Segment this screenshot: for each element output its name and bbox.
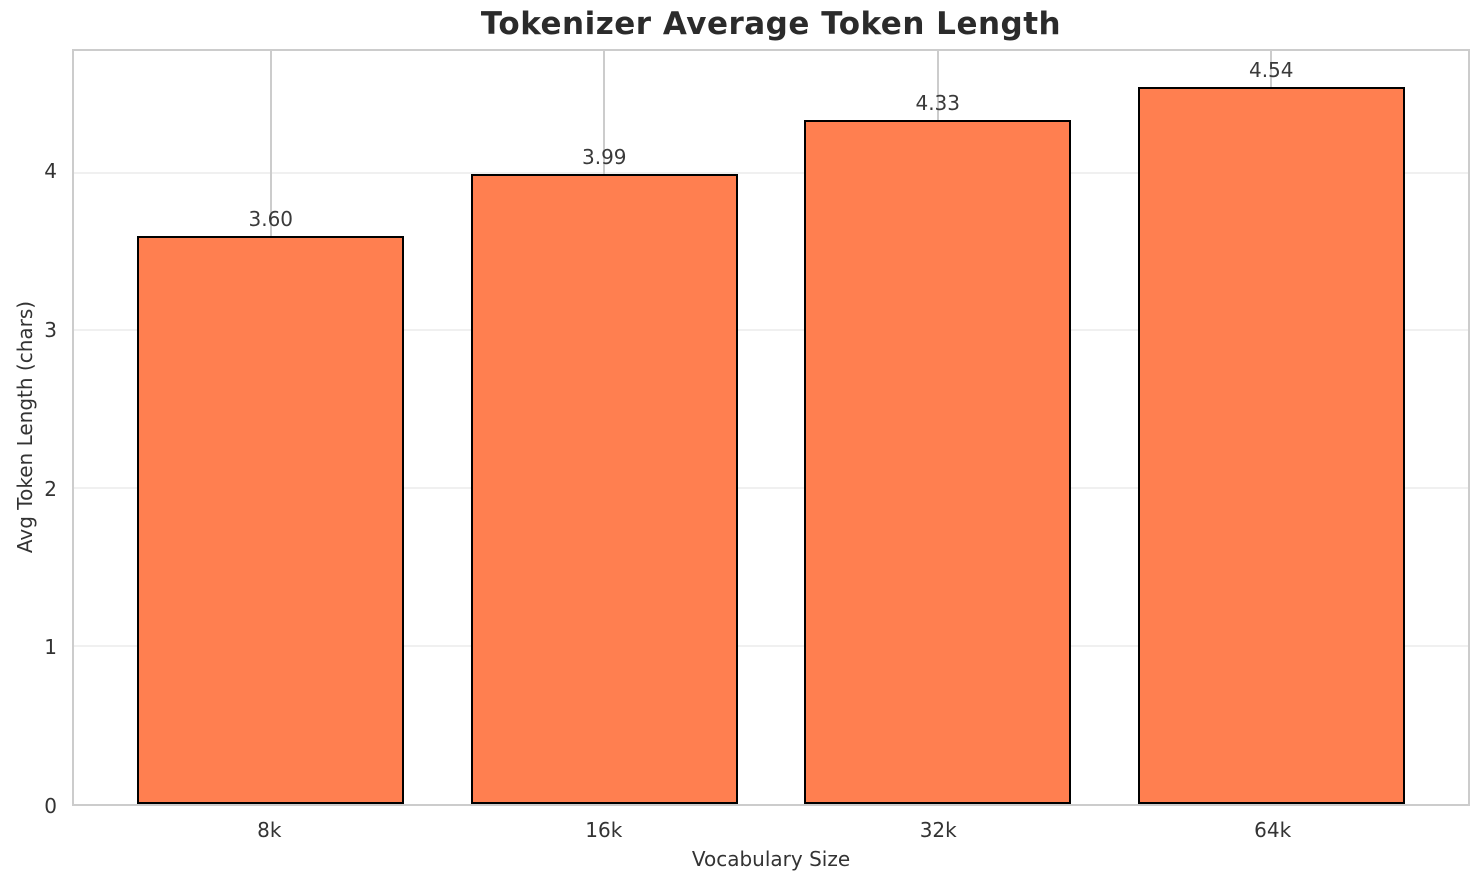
x-tick-label: 32k xyxy=(919,818,957,842)
x-tick-label: 16k xyxy=(585,818,623,842)
x-tick-label: 8k xyxy=(257,818,282,842)
bar-64k xyxy=(1137,87,1405,804)
chart-title: Tokenizer Average Token Length xyxy=(480,6,1062,42)
y-axis-ticks: 0 1 2 3 4 xyxy=(0,49,72,816)
y-gridline xyxy=(74,329,1468,332)
y-gridline xyxy=(74,645,1468,648)
bar-value-label: 3.99 xyxy=(581,145,627,170)
y-tick-label: 0 xyxy=(44,794,57,818)
y-tick-label: 1 xyxy=(44,635,57,660)
bar-value-label: 4.54 xyxy=(1248,58,1294,83)
y-gridline xyxy=(74,487,1468,490)
x-axis-ticks: 8k 16k 32k 64k xyxy=(72,818,1470,848)
bar-8k xyxy=(137,235,405,804)
bar-value-label: 3.60 xyxy=(248,206,294,231)
y-tick-label: 3 xyxy=(44,317,57,342)
y-tick-label: 4 xyxy=(44,159,57,184)
bar-32k xyxy=(804,120,1072,804)
y-tick-label: 2 xyxy=(44,476,57,501)
x-axis-label: Vocabulary Size xyxy=(691,847,851,871)
bar-16k xyxy=(470,174,738,804)
y-gridline xyxy=(74,171,1468,174)
x-tick-label: 64k xyxy=(1254,818,1292,842)
plot-area: 3.60 3.99 4.33 4.54 xyxy=(72,49,1470,806)
bar-value-label: 4.33 xyxy=(915,91,960,116)
